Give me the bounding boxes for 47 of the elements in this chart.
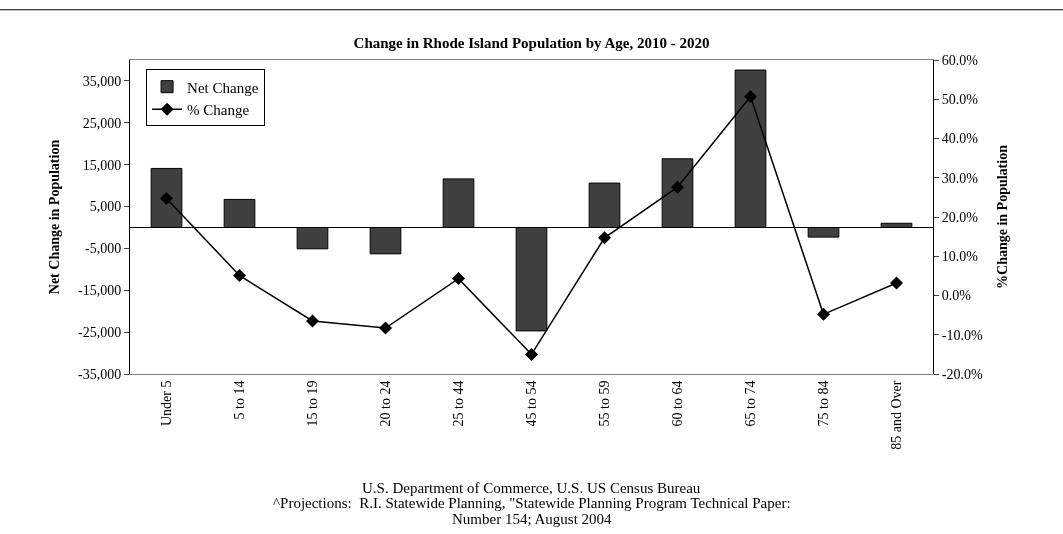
text: U.S. Department of Commerce, U.S. US Census Bureau (362, 480, 701, 496)
y-tick-label: 25,000 (82, 115, 122, 131)
point (452, 272, 465, 286)
point (379, 321, 392, 335)
y-tick-label: -15,000 (78, 283, 122, 299)
x-tick-label: 65 to 74 (743, 380, 759, 427)
point (160, 192, 173, 206)
x-tick-label: 45 to 54 (524, 380, 540, 427)
y2-tick-label: -10.0% (941, 327, 983, 343)
y2-tick-label: 10.0% (941, 249, 979, 265)
text: ^Projections: R.I. Statewide Planning, "Statewide Planning Program Technical Paper: (273, 495, 791, 511)
y2-tick-label: 30.0% (941, 170, 979, 186)
y-tick-label: 35,000 (82, 73, 122, 89)
x-tick-label: Under 5 (159, 380, 175, 427)
point (233, 268, 246, 282)
y2-tick-label: 20.0% (941, 209, 979, 225)
y-tick-label: 15,000 (82, 157, 122, 173)
x-tick-label: 5 to 14 (232, 380, 248, 420)
x-tick-label: 85 and Over (889, 380, 905, 450)
point (817, 307, 830, 321)
y2-tick-label: 40.0% (941, 131, 979, 147)
y-axis-title: Net Change in Population (46, 139, 62, 295)
point (306, 314, 319, 328)
legend-label: % Change (187, 102, 250, 119)
y2-tick-label: 60.0% (941, 52, 979, 68)
x-tick-label: 25 to 44 (451, 380, 467, 427)
chart-title: Change in Rhode Island Population by Age, 2010 - 2020 (353, 34, 710, 51)
y-tick-label: -5,000 (85, 241, 122, 257)
x-tick-label: 75 to 84 (816, 380, 832, 427)
point (671, 180, 684, 194)
point (525, 347, 538, 361)
point (744, 90, 757, 103)
y-tick-label: 5,000 (89, 199, 122, 215)
legend-label: Net Change (187, 79, 259, 96)
y-tick-label: -25,000 (78, 325, 122, 341)
x-tick-label: 55 to 59 (597, 380, 613, 427)
point (890, 276, 903, 290)
y-tick-label: -35,000 (78, 366, 122, 382)
x-tick-label: 15 to 19 (305, 380, 321, 427)
x-tick-label: 20 to 24 (378, 380, 394, 427)
y2-tick-label: 50.0% (941, 92, 979, 108)
y2-tick-label: 0.0% (941, 288, 972, 304)
text: Number 154; August 2004 (452, 511, 613, 527)
y2-tick-label: -20.0% (941, 366, 983, 382)
y2-axis-title: %Change in Population (995, 144, 1011, 289)
point (598, 231, 611, 245)
x-tick-label: 60 to 64 (670, 380, 686, 427)
